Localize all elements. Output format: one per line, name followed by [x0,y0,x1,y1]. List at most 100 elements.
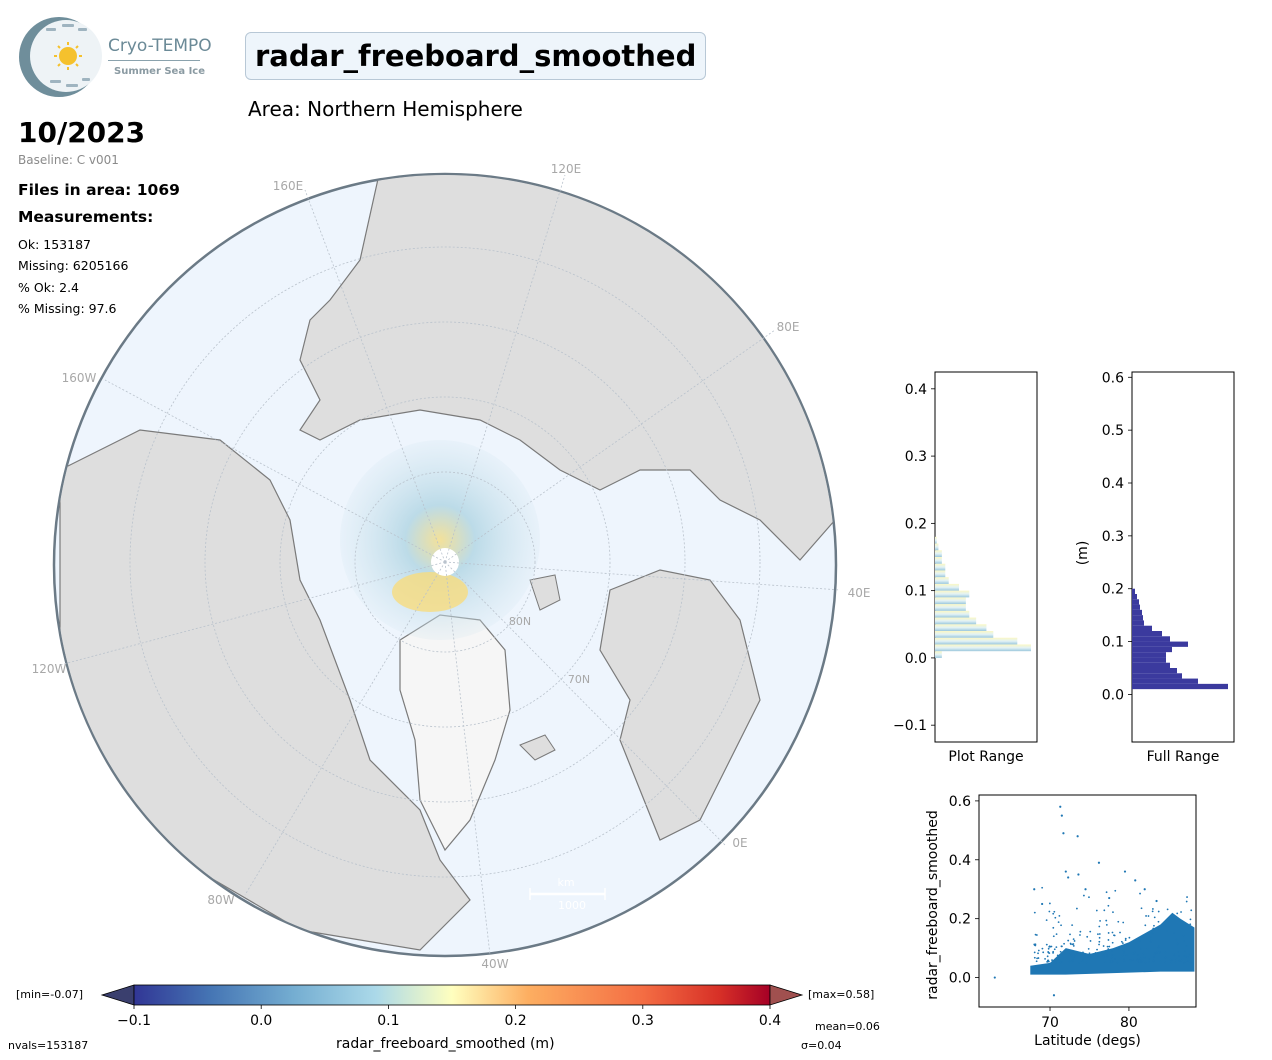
scatter-point [1117,920,1120,923]
scatter-dense-cloud [1030,912,1195,975]
scatter-point [1052,935,1055,938]
scatter-point [1143,956,1146,959]
scatter-point [1139,957,1142,960]
scatter-point [1164,951,1167,954]
scatter-ytick-label: 0.4 [949,853,971,869]
scale-bar: km 1000 [529,876,606,912]
hist-bar [1132,678,1198,684]
hist-ytick-label: 0.1 [905,584,927,600]
scatter-point [1190,961,1193,964]
scatter-point [1189,953,1192,956]
scatter-point [1119,931,1121,934]
scatter-point [1088,956,1091,959]
scatter-point [1076,952,1079,955]
hist-xlabel: Plot Range [948,749,1023,765]
map-land-svalbard [529,574,561,611]
scatter-point [1033,956,1036,959]
scatter-point [1190,909,1193,912]
scatter-point [1142,952,1145,955]
scatter-point [1064,870,1067,873]
hist-bar [935,570,946,578]
colorbar-tick-label: 0.3 [632,1013,654,1029]
scatter-point [1059,805,1062,808]
hist-bar [1132,604,1140,610]
lon-label: 80W [207,893,234,907]
scatter-point [1073,954,1076,957]
scatter-point [1122,949,1125,952]
scatter-point [1189,923,1192,926]
scatter-point [1068,960,1071,963]
scatter-point [1159,960,1162,963]
scatter-point [1107,948,1110,950]
colorbar-min-label: [min=-0.07] [16,988,84,1001]
scatter-point [1157,946,1160,949]
baseline-label: Baseline: C v001 [18,153,119,167]
scatter-point [1113,958,1116,960]
scatter-point [1105,919,1108,922]
scatter-point [1102,955,1105,958]
hist-bar [935,590,970,598]
hist-bar [935,577,949,584]
scatter-point [1052,994,1056,997]
map-land-iceland [519,734,556,761]
scatter-point [1123,870,1127,873]
scatter-point [1060,814,1063,817]
scatter-point [1180,959,1183,962]
scatter-point [1059,961,1062,964]
logo-emblem-icon [19,17,102,97]
scatter-point [1071,924,1074,926]
scatter-point [1070,954,1073,957]
scatter-point [1067,876,1070,879]
scatter-point [1069,952,1072,955]
scatter-point [1143,888,1146,891]
scatter-point [1186,956,1189,959]
scatter-point [1151,908,1154,910]
scatter-point [1152,961,1155,964]
scatter-point [1045,919,1048,922]
hist-bar [935,651,942,658]
scatter-point [1103,909,1106,912]
hist-bar [935,604,966,611]
hist-ytick-label: 0.3 [1102,529,1124,545]
scatter-point [1186,896,1188,898]
scatter-point [1107,953,1110,956]
hist-bar [935,597,966,605]
hist-bar [1132,620,1144,626]
scatter-point [1141,959,1144,962]
scatter-point [1082,958,1085,961]
scatter-point [1095,955,1098,958]
scatter-point [1046,955,1049,958]
lon-label: 40W [481,957,508,971]
scatter-point [1108,945,1111,948]
scatter-point [1104,952,1107,955]
colorbar-tick-label: 0.2 [504,1013,526,1029]
scatter-point [1088,896,1090,899]
scatter-point [1072,943,1075,945]
scatter-point [1089,930,1092,933]
scatter-point [1085,961,1088,964]
scatter-point [1145,915,1147,917]
scatter-point [1062,832,1065,835]
histogram-plot-range: −0.1 0.0 0.1 0.2 0.3 0.4 Plot Range [893,371,1038,765]
scatter-point [1047,960,1050,963]
scatter-point [1154,952,1157,954]
scatter-point [1102,945,1105,947]
scatter-point [1034,943,1037,946]
scatter-point [1184,950,1186,952]
hist-bar [935,543,939,551]
colorbar-tick-label: −0.1 [117,1013,151,1029]
hist-bar [1132,631,1162,637]
scatter-point [1059,950,1062,953]
scatter-point [1082,894,1085,897]
scatter-point [1125,954,1128,957]
scatter-point [1119,957,1122,960]
hist-bar [935,617,977,625]
scatter-point [1151,929,1154,932]
scatter-point [1122,921,1125,924]
scatter-point [1155,899,1158,903]
scatter-point [1139,892,1141,895]
scatter-point [1134,879,1137,882]
scatter-point [1037,952,1039,955]
scatter-xtick-label: 80 [1120,1015,1138,1031]
scatter-point [1185,900,1188,903]
